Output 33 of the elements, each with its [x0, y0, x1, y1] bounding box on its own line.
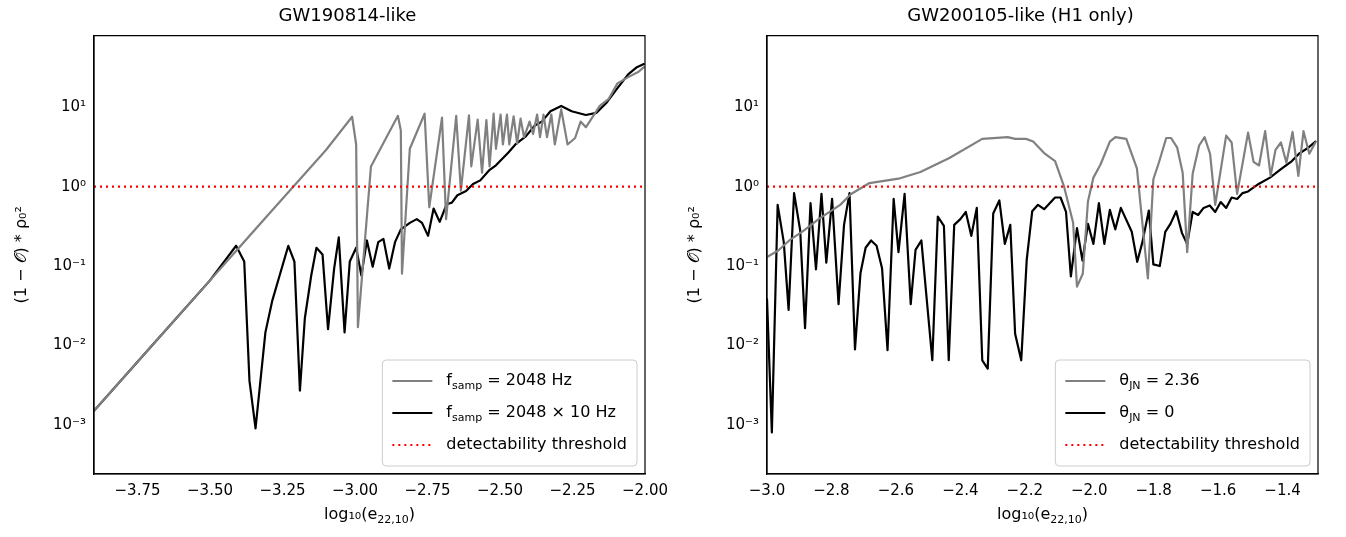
chart-title: GW200105-like (H1 only): [907, 4, 1134, 26]
y-tick-label: 10¹: [733, 97, 760, 116]
x-tick-label: −1.4: [1264, 480, 1301, 499]
y-tick-label: 10⁰: [733, 176, 760, 195]
legend-label: detectability threshold: [446, 434, 628, 454]
x-tick-label: −3.75: [114, 480, 161, 499]
x-tick-label: −3.00: [332, 480, 378, 499]
x-tick-label: −1.8: [1135, 480, 1172, 499]
y-tick-label: 10⁻³: [52, 414, 87, 433]
x-tick-label: −3.0: [748, 480, 786, 499]
x-tick-label: −2.50: [477, 480, 523, 499]
y-tick-label: 10⁻²: [52, 335, 87, 354]
x-tick-label: −2.2: [1006, 480, 1044, 499]
x-tick-label: −1.6: [1199, 480, 1237, 499]
y-tick-label: 10⁻³: [725, 414, 760, 433]
x-tick-label: −3.25: [259, 480, 306, 499]
x-tick-label: −2.4: [942, 480, 979, 499]
y-tick-label: 10⁻¹: [725, 255, 760, 274]
chart-title: GW190814-like: [278, 4, 417, 26]
y-axis-title: (1 − 𝒪) * ρ₀²: [11, 206, 31, 304]
x-tick-label: −2.8: [813, 480, 850, 499]
x-tick-label: −2.6: [877, 480, 915, 499]
x-tick-label: −2.25: [549, 480, 596, 499]
x-tick-label: −2.75: [404, 480, 451, 499]
x-tick-label: −2.0: [1071, 480, 1108, 499]
legend-label: detectability threshold: [1119, 434, 1301, 454]
x-tick-label: −2.00: [622, 480, 668, 499]
y-axis-title: (1 − 𝒪) * ρ₀²: [684, 206, 704, 304]
y-tick-label: 10⁰: [60, 176, 87, 195]
y-tick-label: 10⁻²: [725, 335, 760, 354]
y-tick-label: 10¹: [60, 97, 87, 116]
y-tick-label: 10⁻¹: [52, 255, 87, 274]
x-tick-label: −3.50: [187, 480, 233, 499]
